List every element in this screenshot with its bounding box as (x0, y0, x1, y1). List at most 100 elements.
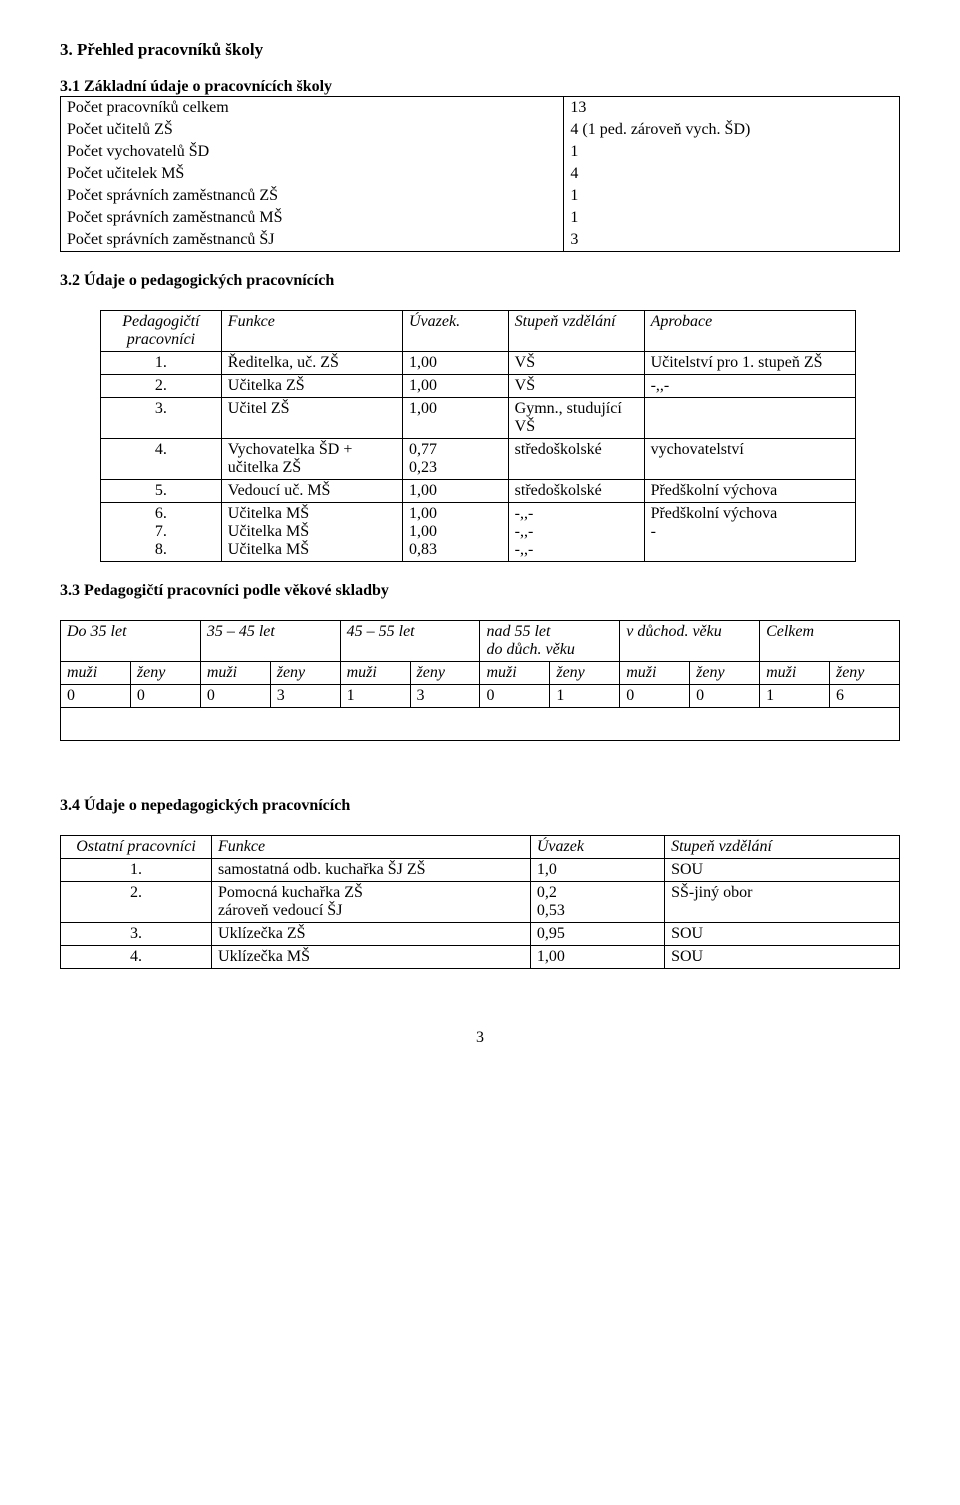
cell: Učitel ZŠ (221, 398, 402, 439)
cell: 0 (130, 685, 200, 708)
cell: 0,95 (530, 923, 664, 946)
table-row: 1. Ředitelka, uč. ZŠ 1,00 VŠ Učitelství … (101, 352, 856, 375)
table-row: 4. Vychovatelka ŠD + učitelka ZŠ 0,770,2… (101, 439, 856, 480)
table-row: Počet učitelů ZŠ4 (1 ped. zároveň vych. … (61, 119, 900, 141)
cell (644, 398, 855, 439)
col-header: Funkce (221, 311, 402, 352)
col-header: Funkce (212, 836, 531, 859)
cell: 1,00 (402, 352, 508, 375)
cell: 0 (61, 685, 131, 708)
cell (61, 708, 900, 741)
cell: 2. (101, 375, 222, 398)
cell: Učitelka ZŠ (221, 375, 402, 398)
table-header-row: Do 35 let 35 – 45 let 45 – 55 let nad 55… (61, 621, 900, 662)
s31-title: 3.1 Základní údaje o pracovnících školy (60, 78, 900, 96)
cell: 4. (101, 439, 222, 480)
cell: 5. (101, 480, 222, 503)
overview-value: 4 (564, 163, 900, 185)
table-row: Počet vychovatelů ŠD1 (61, 141, 900, 163)
col-subheader: ženy (410, 662, 480, 685)
cell: 1 (760, 685, 830, 708)
overview-value: 4 (1 ped. zároveň vych. ŠD) (564, 119, 900, 141)
cell: -,,- (644, 375, 855, 398)
overview-value: 1 (564, 185, 900, 207)
table-header-row: Pedagogičtí pracovníci Funkce Úvazek. St… (101, 311, 856, 352)
table-row: 2. Učitelka ZŠ 1,00 VŠ -,,- (101, 375, 856, 398)
overview-label: Počet správních zaměstnanců ZŠ (61, 185, 564, 207)
cell: 1,00 (402, 375, 508, 398)
cell: SOU (665, 946, 900, 969)
cell: Pomocná kuchařka ZŠzároveň vedoucí ŠJ (212, 882, 531, 923)
col-subheader: ženy (270, 662, 340, 685)
cell: Ředitelka, uč. ZŠ (221, 352, 402, 375)
cell: 1,0 (530, 859, 664, 882)
cell: 3. (61, 923, 212, 946)
cell: Učitelka MŠUčitelka MŠUčitelka MŠ (221, 503, 402, 562)
col-subheader: ženy (829, 662, 899, 685)
cell: SOU (665, 923, 900, 946)
cell: vychovatelství (644, 439, 855, 480)
section-title: 3. Přehled pracovníků školy (60, 40, 900, 60)
col-header: v důchod. věku (620, 621, 760, 662)
cell: 3 (270, 685, 340, 708)
table-row: Počet správních zaměstnanců ZŠ1 (61, 185, 900, 207)
col-header: 35 – 45 let (200, 621, 340, 662)
table-row: 3. Učitel ZŠ 1,00 Gymn., studující VŠ (101, 398, 856, 439)
cell: 3. (101, 398, 222, 439)
col-header: Úvazek (530, 836, 664, 859)
cell: 6.7.8. (101, 503, 222, 562)
overview-label: Počet pracovníků celkem (61, 97, 564, 120)
cell: 1,001,000,83 (402, 503, 508, 562)
col-header: Stupeň vzdělání (508, 311, 644, 352)
s32-title: 3.2 Údaje o pedagogických pracovnících (60, 272, 900, 290)
col-subheader: muži (760, 662, 830, 685)
table-row: Počet učitelek MŠ4 (61, 163, 900, 185)
col-header: Aprobace (644, 311, 855, 352)
col-subheader: muži (61, 662, 131, 685)
cell: Učitelství pro 1. stupeň ZŠ (644, 352, 855, 375)
cell: Uklízečka MŠ (212, 946, 531, 969)
cell: Gymn., studující VŠ (508, 398, 644, 439)
col-subheader: ženy (550, 662, 620, 685)
overview-value: 1 (564, 141, 900, 163)
cell: 1. (101, 352, 222, 375)
cell: VŠ (508, 375, 644, 398)
cell: VŠ (508, 352, 644, 375)
table-subheader-row: muži ženy muži ženy muži ženy muži ženy … (61, 662, 900, 685)
cell: 2. (61, 882, 212, 923)
cell: 1 (550, 685, 620, 708)
overview-label: Počet správních zaměstnanců MŠ (61, 207, 564, 229)
table-row: 6.7.8. Učitelka MŠUčitelka MŠUčitelka MŠ… (101, 503, 856, 562)
col-header: Pedagogičtí pracovníci (101, 311, 222, 352)
col-subheader: muži (200, 662, 270, 685)
col-header: Ostatní pracovníci (61, 836, 212, 859)
cell: 1,00 (530, 946, 664, 969)
cell: SOU (665, 859, 900, 882)
cell: 1,00 (402, 398, 508, 439)
cell: -,,--,,--,,- (508, 503, 644, 562)
col-subheader: muži (340, 662, 410, 685)
table-row: Počet pracovníků celkem13 (61, 97, 900, 120)
overview-label: Počet správních zaměstnanců ŠJ (61, 229, 564, 252)
cell: 3 (410, 685, 480, 708)
overview-label: Počet učitelek MŠ (61, 163, 564, 185)
overview-table: Počet pracovníků celkem13 Počet učitelů … (60, 96, 900, 252)
cell: Předškolní výchova (644, 480, 855, 503)
table-row: 5. Vedoucí uč. MŠ 1,00 středoškolské Pře… (101, 480, 856, 503)
nonped-table: Ostatní pracovníci Funkce Úvazek Stupeň … (60, 835, 900, 969)
overview-label: Počet učitelů ZŠ (61, 119, 564, 141)
overview-label: Počet vychovatelů ŠD (61, 141, 564, 163)
cell: 1 (340, 685, 410, 708)
cell: 0 (690, 685, 760, 708)
col-subheader: muži (620, 662, 690, 685)
table-row-empty (61, 708, 900, 741)
table-row: 3. Uklízečka ZŠ 0,95 SOU (61, 923, 900, 946)
s33-title: 3.3 Pedagogičtí pracovníci podle věkové … (60, 582, 900, 600)
cell: středoškolské (508, 439, 644, 480)
table-row: 4. Uklízečka MŠ 1,00 SOU (61, 946, 900, 969)
table-row: 2. Pomocná kuchařka ZŠzároveň vedoucí ŠJ… (61, 882, 900, 923)
table-row: 1. samostatná odb. kuchařka ŠJ ZŠ 1,0 SO… (61, 859, 900, 882)
table-row: 0 0 0 3 1 3 0 1 0 0 1 6 (61, 685, 900, 708)
page-number: 3 (60, 1029, 900, 1047)
col-header: Celkem (760, 621, 900, 662)
